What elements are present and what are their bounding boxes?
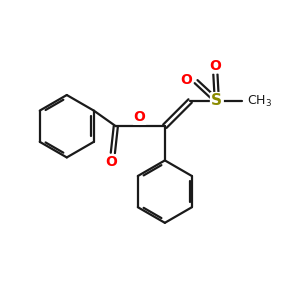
Text: O: O	[105, 155, 117, 169]
Text: O: O	[209, 59, 221, 73]
Text: S: S	[212, 94, 222, 109]
Text: CH$_3$: CH$_3$	[247, 93, 272, 109]
Text: O: O	[181, 73, 193, 87]
Text: O: O	[134, 110, 146, 124]
